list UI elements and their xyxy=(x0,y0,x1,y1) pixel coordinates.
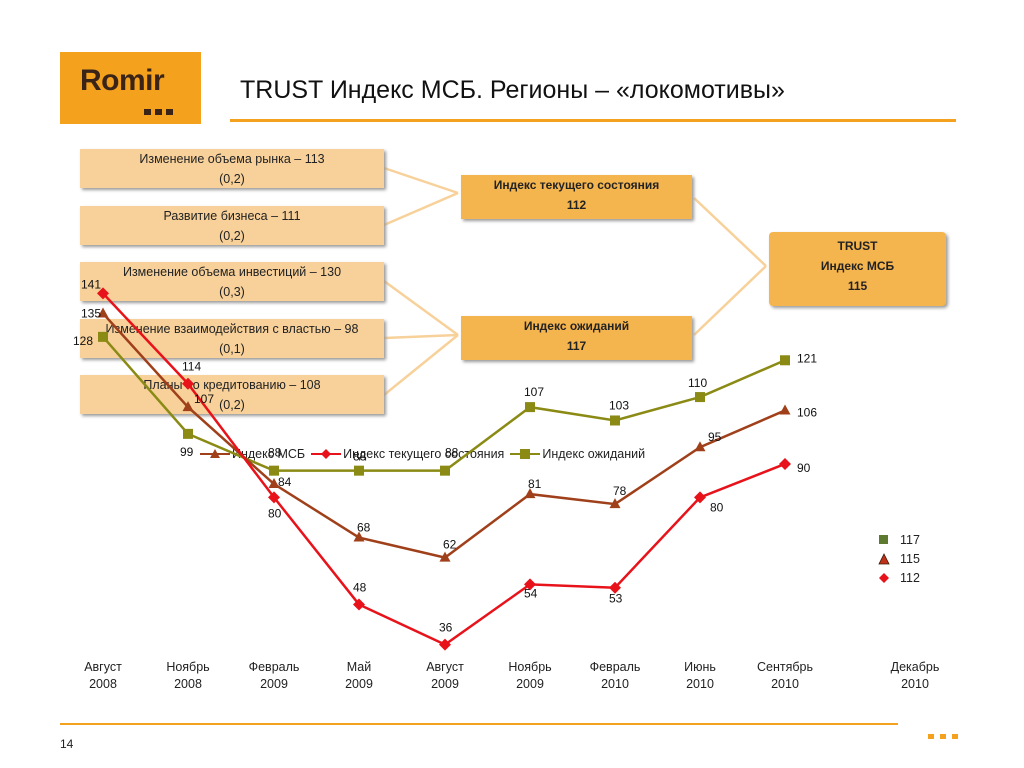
x-tick-label: Декабрь 2010 xyxy=(891,660,940,691)
data-label: 68 xyxy=(357,521,371,535)
diamond-marker-icon xyxy=(879,572,889,583)
data-label: 81 xyxy=(528,477,542,491)
title-divider xyxy=(230,119,956,122)
legend-label: Индекс МСБ xyxy=(232,447,306,461)
component-box-market: Изменение объема рынка – 113 (0,2) xyxy=(80,149,384,188)
footer-divider xyxy=(60,723,898,725)
forecast-label: 115 xyxy=(900,551,920,566)
data-point-diamond xyxy=(353,598,365,611)
legend-item-msb: Индекс МСБ xyxy=(200,447,305,461)
x-tick-label: Ноябрь 2009 xyxy=(508,660,551,691)
data-point-diamond xyxy=(524,578,536,591)
data-label: 90 xyxy=(797,461,811,475)
forecast-legend: 117 115 112 xyxy=(878,530,920,587)
x-tick-label: Август 2008 xyxy=(84,660,122,691)
data-point-square xyxy=(354,465,364,476)
trust-value: 115 xyxy=(847,279,868,293)
data-label: 80 xyxy=(268,506,282,520)
component-label: Развитие бизнеса – 111 xyxy=(163,209,301,223)
component-weight: (0,1) xyxy=(219,342,245,356)
diamond-marker-icon xyxy=(311,449,342,459)
component-weight: (0,2) xyxy=(219,172,245,186)
x-tick-label: Сентябрь 2010 xyxy=(757,660,813,691)
data-label: 84 xyxy=(278,475,292,489)
data-point-triangle xyxy=(609,498,621,509)
data-label: 54 xyxy=(524,586,538,600)
x-tick-label: Ноябрь 2008 xyxy=(166,660,209,691)
x-tick-label: Июнь 2010 xyxy=(684,660,716,691)
page-title: TRUST Индекс МСБ. Регионы – «локомотивы» xyxy=(240,76,785,104)
index-value: 117 xyxy=(566,339,587,353)
component-weight: (0,2) xyxy=(219,229,245,243)
data-point-diamond xyxy=(268,491,280,504)
page-number: 14 xyxy=(60,737,74,751)
data-label: 36 xyxy=(439,621,453,635)
data-point-diamond xyxy=(694,491,706,504)
trust-line1: TRUST xyxy=(837,239,878,253)
forecast-label: 112 xyxy=(900,570,920,585)
component-box-credit: Планы по кредитованию – 108 (0,2) xyxy=(80,375,384,414)
index-label: Индекс ожиданий xyxy=(523,319,630,333)
data-point-square xyxy=(269,465,279,476)
trust-index-box: TRUST Индекс МСБ 115 xyxy=(769,232,946,306)
data-point-triangle xyxy=(524,488,536,499)
data-label: 78 xyxy=(613,484,627,498)
data-label: 62 xyxy=(443,538,457,552)
data-point-diamond xyxy=(609,581,621,594)
legend-item-expect: Индекс ожиданий xyxy=(510,447,645,461)
square-marker-icon xyxy=(510,449,541,459)
component-box-investments: Изменение объема инвестиций – 130 (0,3) xyxy=(80,262,384,301)
trust-line2: Индекс МСБ xyxy=(820,259,895,273)
legend-item-current: Индекс текущего состояния xyxy=(311,447,504,461)
x-tick-label: Май 2009 xyxy=(345,660,373,691)
component-label: Изменение объема инвестиций – 130 xyxy=(122,265,342,279)
triangle-marker-icon xyxy=(200,449,230,458)
index-current-box: Индекс текущего состояния 112 xyxy=(461,175,692,219)
x-tick-label: Август 2009 xyxy=(426,660,464,691)
x-tick-label: Февраль 2009 xyxy=(249,660,300,691)
data-label: 80 xyxy=(710,500,724,514)
legend-label: Индекс ожиданий xyxy=(542,447,646,461)
data-point-diamond xyxy=(779,457,791,470)
forecast-label: 117 xyxy=(900,532,920,547)
index-value: 112 xyxy=(566,198,587,212)
data-point-triangle xyxy=(353,531,365,542)
triangle-marker-icon xyxy=(878,552,890,564)
forecast-item-current: 112 xyxy=(878,568,920,587)
component-box-government: Изменение взаимодействия с властью – 98 … xyxy=(80,319,384,358)
data-label: 48 xyxy=(353,580,367,594)
forecast-item-msb: 115 xyxy=(878,549,920,568)
component-label: Планы по кредитованию – 108 xyxy=(143,378,321,392)
index-label: Индекс текущего состояния xyxy=(493,178,660,192)
data-point-square xyxy=(440,465,450,476)
chart-legend: Индекс МСБ Индекс текущего состояния Инд… xyxy=(200,447,651,461)
square-marker-icon xyxy=(879,534,888,544)
data-label: 53 xyxy=(609,592,623,606)
logo-dots xyxy=(144,102,177,120)
x-tick-label: Февраль 2010 xyxy=(590,660,641,691)
logo-text: Romir xyxy=(80,64,165,97)
romir-logo: Romir xyxy=(60,52,201,124)
component-label: Изменение взаимодействия с властью – 98 xyxy=(105,322,359,336)
footer-dots xyxy=(928,726,964,744)
component-box-business: Развитие бизнеса – 111 (0,2) xyxy=(80,206,384,245)
forecast-item-expect: 117 xyxy=(878,530,920,549)
data-point-triangle xyxy=(439,551,451,562)
component-weight: (0,2) xyxy=(219,398,245,412)
legend-label: Индекс текущего состояния xyxy=(343,447,505,461)
data-point-triangle xyxy=(268,478,280,489)
component-weight: (0,3) xyxy=(219,285,245,299)
index-expectations-box: Индекс ожиданий 117 xyxy=(461,316,692,360)
component-label: Изменение объема рынка – 113 xyxy=(139,152,325,166)
data-point-diamond xyxy=(439,638,451,651)
